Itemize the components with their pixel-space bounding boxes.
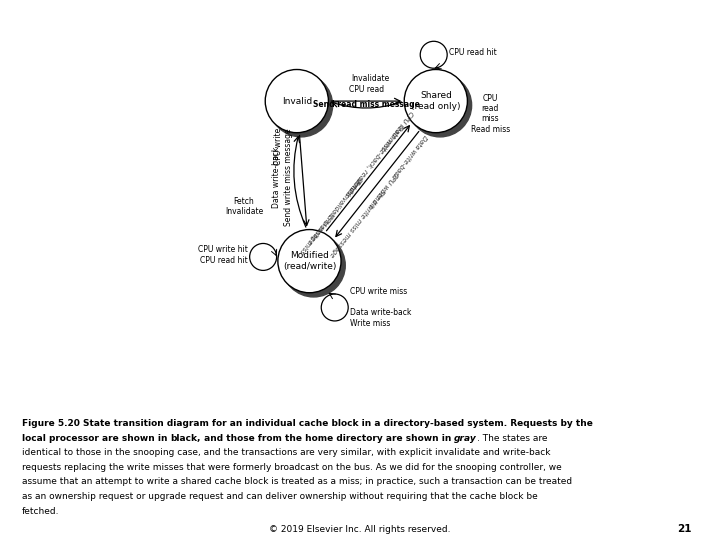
Circle shape <box>420 41 447 68</box>
Text: Data write-back: Data write-back <box>391 134 428 179</box>
Circle shape <box>321 294 348 321</box>
Text: Data write-back: Data write-back <box>272 146 282 207</box>
Circle shape <box>250 244 276 271</box>
Text: Shared
(read only): Shared (read only) <box>411 91 461 111</box>
Text: . The states are: . The states are <box>477 434 547 443</box>
Text: CPU read miss: CPU read miss <box>379 110 414 151</box>
Text: local processor are shown in: local processor are shown in <box>22 434 170 443</box>
Text: Send read miss message: Send read miss message <box>313 100 420 109</box>
Text: requests replacing the write misses that were formerly broadcast on the bus. As : requests replacing the write misses that… <box>22 463 562 472</box>
Text: CPU
read
miss
Read miss: CPU read miss Read miss <box>471 93 510 134</box>
Text: CPU write
Send write miss message: CPU write Send write miss message <box>274 128 293 226</box>
Text: gray: gray <box>454 434 477 443</box>
Text: assume that an attempt to write a shared cache block is treated as a miss; in pr: assume that an attempt to write a shared… <box>22 477 572 487</box>
Text: Invalid: Invalid <box>282 97 312 106</box>
Text: 21: 21 <box>677 524 692 534</box>
Circle shape <box>269 74 333 137</box>
Text: black,: black, <box>170 434 201 443</box>
Text: fetched.: fetched. <box>22 507 59 516</box>
Text: Send invalidate message: Send invalidate message <box>305 175 362 245</box>
Text: Fetch: Fetch <box>344 178 360 195</box>
Text: © 2019 Elsevier Inc. All rights reserved.: © 2019 Elsevier Inc. All rights reserved… <box>269 525 451 534</box>
Circle shape <box>278 230 341 293</box>
Text: CPU write hit: CPU write hit <box>367 171 399 208</box>
Text: CPU read: CPU read <box>348 84 384 93</box>
Text: CPU write miss

Data write-back
Write miss: CPU write miss Data write-back Write mis… <box>351 287 412 328</box>
Text: identical to those in the snooping case, and the transactions are very similar, : identical to those in the snooping case,… <box>22 448 550 457</box>
Text: Figure 5.20 State transition diagram for an individual cache block in a director: Figure 5.20 State transition diagram for… <box>22 419 593 428</box>
Text: CPU read hit: CPU read hit <box>449 48 497 57</box>
Text: CPU write hit
CPU read hit: CPU write hit CPU read hit <box>198 245 248 265</box>
Text: CPU write miss: CPU write miss <box>298 211 333 254</box>
Circle shape <box>404 70 467 133</box>
Text: and those from the home directory are shown in: and those from the home directory are sh… <box>201 434 454 443</box>
Text: Fetch
Invalidate: Fetch Invalidate <box>225 197 263 216</box>
Text: Send write miss message: Send write miss message <box>328 187 386 258</box>
Text: Modified
(read/write): Modified (read/write) <box>283 252 336 271</box>
Text: Invalidate: Invalidate <box>351 75 390 83</box>
Text: as an ownership request or upgrade request and can deliver ownership without req: as an ownership request or upgrade reque… <box>22 492 537 501</box>
Circle shape <box>408 74 472 137</box>
Circle shape <box>282 234 346 297</box>
Text: Data write-back, read miss: Data write-back, read miss <box>343 123 403 197</box>
Circle shape <box>265 70 328 133</box>
